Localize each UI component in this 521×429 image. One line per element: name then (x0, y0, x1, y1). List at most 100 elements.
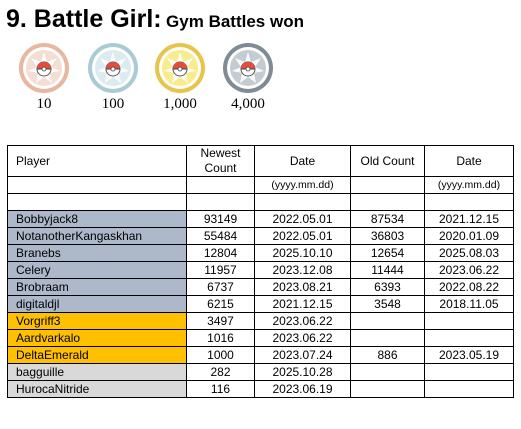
player-name: DeltaEmerald (7, 346, 187, 364)
newest-count: 55484 (186, 227, 255, 245)
old-date: 2025.08.03 (424, 244, 514, 262)
old-date: 2021.12.15 (424, 210, 514, 228)
newest-date: 2023.07.24 (254, 346, 351, 364)
player-name: NotanotherKangaskhan (7, 227, 187, 245)
newest-count: 1000 (186, 346, 255, 364)
title-sub: Gym Battles won (166, 12, 304, 31)
medal-gold-label: 1,000 (163, 96, 197, 112)
old-date: 2020.01.09 (424, 227, 514, 245)
table-row: Bobbyjack8 93149 2022.05.01 87534 2021.12.15 (7, 210, 514, 228)
subheader-date-format: (yyyy.mm.dd) (254, 176, 351, 194)
old-count: 87534 (350, 210, 425, 228)
header-date: Date (254, 145, 351, 177)
subheader-old-date-format: (yyyy.mm.dd) (424, 176, 514, 194)
old-count: 3548 (350, 295, 425, 313)
newest-count: 3497 (186, 312, 255, 330)
newest-date: 2025.10.10 (254, 244, 351, 262)
player-name: Aardvarkalo (7, 329, 187, 347)
subheader-blank (7, 176, 187, 194)
old-count: 6393 (350, 278, 425, 296)
newest-count: 1016 (186, 329, 255, 347)
subheader-row: (yyyy.mm.dd) (yyyy.mm.dd) (7, 176, 514, 194)
old-count: 12654 (350, 244, 425, 262)
medal-bronze-label: 10 (36, 96, 52, 112)
spacer-row (7, 193, 514, 211)
header-player: Player (7, 145, 187, 177)
newest-date: 2021.12.15 (254, 295, 351, 313)
table-row: NotanotherKangaskhan 55484 2022.05.01 36803… (7, 227, 514, 245)
medal-gold: 1,000 (152, 38, 208, 118)
table-row: Branebs 12804 2025.10.10 12654 2025.08.03 (7, 244, 514, 262)
medal-row: 10 100 1,000 4,000 (0, 38, 300, 118)
old-count: 36803 (350, 227, 425, 245)
header-old-count: Old Count (350, 145, 425, 177)
subheader-blank (186, 176, 255, 194)
newest-date: 2023.12.08 (254, 261, 351, 279)
newest-count: 6737 (186, 278, 255, 296)
newest-count: 116 (186, 380, 255, 398)
player-name: Bobbyjack8 (7, 210, 187, 228)
old-count: 886 (350, 346, 425, 364)
medal-platinum-label: 4,000 (231, 96, 265, 112)
medal-bronze: 10 (16, 38, 72, 118)
header-old-count-label: Old Count (360, 153, 415, 168)
table-row: Vorgriff3 3497 2023.06.22 (7, 312, 514, 330)
old-count: 11444 (350, 261, 425, 279)
table-row: Brobraam 6737 2023.08.21 6393 2022.08.22 (7, 278, 514, 296)
old-date: 2022.08.22 (424, 278, 514, 296)
old-date (424, 380, 514, 398)
player-name: Vorgriff3 (7, 312, 187, 330)
old-date: 2023.05.19 (424, 346, 514, 364)
newest-count: 12804 (186, 244, 255, 262)
newest-date: 2025.10.28 (254, 363, 351, 381)
spacer-cell (424, 193, 514, 211)
spacer-cell (350, 193, 425, 211)
spacer-cell (7, 193, 187, 211)
newest-date: 2023.06.19 (254, 380, 351, 398)
newest-date: 2023.08.21 (254, 278, 351, 296)
medal-platinum: 4,000 (220, 38, 276, 118)
newest-date: 2023.06.22 (254, 329, 351, 347)
old-date (424, 329, 514, 347)
old-date (424, 363, 514, 381)
newest-count: 6215 (186, 295, 255, 313)
player-name: bagguille (7, 363, 187, 381)
newest-count: 11957 (186, 261, 255, 279)
player-name: HurocaNitride (7, 380, 187, 398)
old-date (424, 312, 514, 330)
spacer-cell (186, 193, 255, 211)
table-row: DeltaEmerald 1000 2023.07.24 886 2023.05.19 (7, 346, 514, 364)
old-count (350, 380, 425, 398)
old-count (350, 329, 425, 347)
medal-bronze-icon (19, 43, 69, 93)
player-name: Branebs (7, 244, 187, 262)
title-main: 9. Battle Girl: (6, 5, 162, 33)
table-row: bagguille 282 2025.10.28 (7, 363, 514, 381)
newest-date: 2022.05.01 (254, 227, 351, 245)
newest-count: 93149 (186, 210, 255, 228)
table-row: Aardvarkalo 1016 2023.06.22 (7, 329, 514, 347)
header-newest-count-label: Newest Count (200, 146, 241, 176)
player-name: Celery (7, 261, 187, 279)
header-row: Player Newest Count Date Old Count Date (7, 145, 514, 177)
player-name: Brobraam (7, 278, 187, 296)
medal-platinum-icon (223, 43, 273, 93)
leaderboard-table: Player Newest Count Date Old Count Date … (7, 145, 514, 398)
header-newest-count: Newest Count (186, 145, 255, 177)
newest-count: 282 (186, 363, 255, 381)
page-title: 9. Battle Girl: Gym Battles won (6, 5, 304, 34)
old-date: 2023.06.22 (424, 261, 514, 279)
table-row: Celery 11957 2023.12.08 11444 2023.06.22 (7, 261, 514, 279)
medal-silver-icon (88, 43, 138, 93)
medal-silver-label: 100 (101, 96, 125, 112)
medal-silver: 100 (85, 38, 141, 118)
medal-gold-icon (155, 43, 205, 93)
old-count (350, 312, 425, 330)
old-date: 2018.11.05 (424, 295, 514, 313)
table-row: digitaldjl 6215 2021.12.15 3548 2018.11.05 (7, 295, 514, 313)
player-name: digitaldjl (7, 295, 187, 313)
table-row: HurocaNitride 116 2023.06.19 (7, 380, 514, 398)
newest-date: 2022.05.01 (254, 210, 351, 228)
spacer-cell (254, 193, 351, 211)
newest-date: 2023.06.22 (254, 312, 351, 330)
